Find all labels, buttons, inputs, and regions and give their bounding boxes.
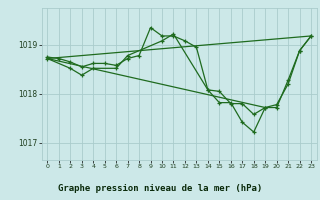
Text: Graphe pression niveau de la mer (hPa): Graphe pression niveau de la mer (hPa) [58, 184, 262, 193]
